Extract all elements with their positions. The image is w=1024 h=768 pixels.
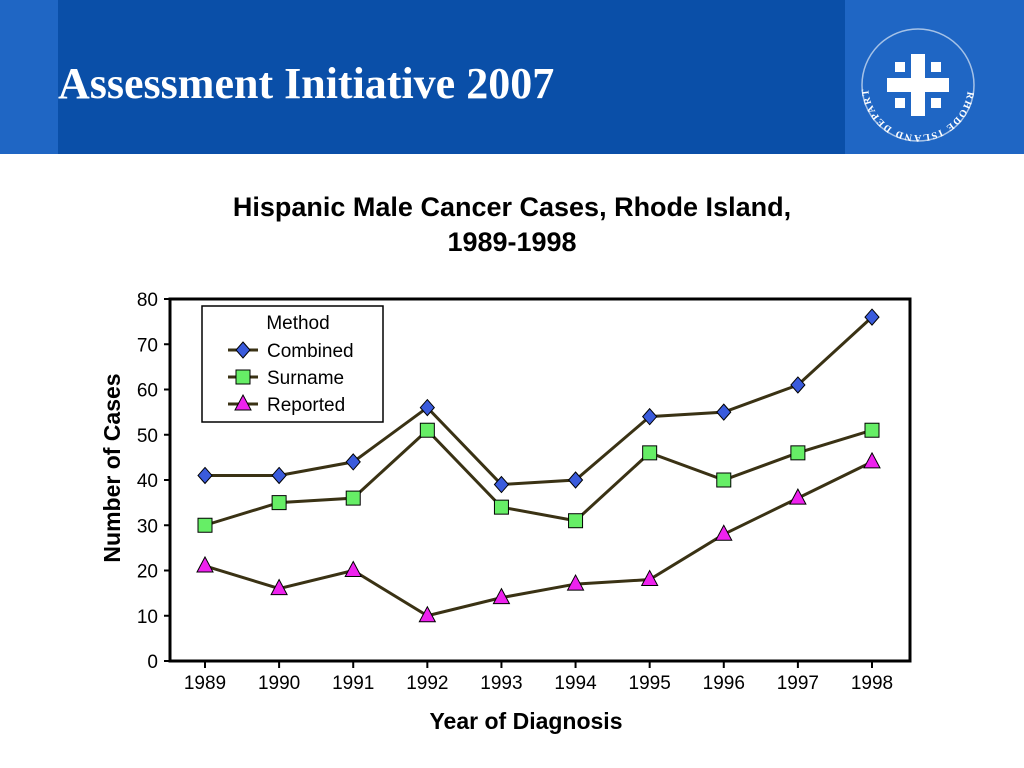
y-tick-label: 40 bbox=[137, 471, 158, 492]
chart-title-line-1: Hispanic Male Cancer Cases, Rhode Island… bbox=[232, 192, 792, 222]
point-reported bbox=[863, 451, 881, 469]
point-combined bbox=[716, 403, 732, 421]
series-line-combined bbox=[205, 315, 874, 487]
y-tick-label: 60 bbox=[137, 381, 158, 402]
point-reported bbox=[640, 569, 659, 587]
ri-health-cross-icon bbox=[887, 54, 949, 116]
point-combined bbox=[567, 471, 584, 489]
header-logo-panel bbox=[845, 0, 1024, 154]
header-left-strip bbox=[0, 0, 58, 154]
x-tick-label: 1998 bbox=[851, 673, 893, 694]
point-combined bbox=[419, 398, 435, 417]
series-line-surname bbox=[204, 428, 873, 527]
point-surname bbox=[716, 472, 732, 488]
legend-title: Method bbox=[266, 313, 329, 334]
legend-marker-combined bbox=[235, 341, 251, 359]
x-tick-label: 1990 bbox=[258, 673, 300, 694]
point-surname bbox=[493, 499, 509, 515]
point-surname bbox=[568, 513, 584, 529]
point-surname bbox=[271, 495, 287, 511]
chart-title: Hispanic Male Cancer Cases, Rhode Island… bbox=[0, 190, 1024, 260]
series-line-reported bbox=[204, 460, 873, 618]
y-tick-label: 20 bbox=[137, 562, 158, 583]
point-surname bbox=[864, 422, 880, 438]
point-combined bbox=[642, 407, 658, 426]
y-tick-label: 10 bbox=[137, 607, 158, 628]
point-surname bbox=[345, 490, 361, 506]
point-combined bbox=[197, 466, 213, 485]
x-tick-label: 1993 bbox=[480, 673, 522, 694]
y-tick-label: 70 bbox=[137, 335, 158, 356]
point-combined bbox=[493, 475, 510, 494]
header-bar: Assessment Initiative 2007 RHODE ISLAND … bbox=[0, 0, 1024, 154]
legend-marker-surname bbox=[235, 369, 251, 385]
point-reported bbox=[566, 574, 585, 591]
y-tick-label: 80 bbox=[137, 290, 158, 311]
point-surname bbox=[790, 445, 806, 461]
ri-health-logo: RHODE ISLAND DEPARTMENT OF HEALTH bbox=[853, 20, 975, 143]
point-surname bbox=[197, 517, 213, 533]
point-reported bbox=[344, 560, 363, 577]
y-tick-label: 50 bbox=[137, 426, 158, 447]
x-tick-label: 1994 bbox=[554, 673, 597, 694]
legend-marker-reported bbox=[234, 393, 252, 411]
point-combined bbox=[345, 453, 361, 471]
x-tick-label: 1996 bbox=[703, 673, 745, 694]
y-tick-label: 30 bbox=[137, 516, 158, 537]
point-reported bbox=[418, 605, 437, 623]
point-reported bbox=[196, 555, 214, 573]
point-combined bbox=[271, 466, 287, 485]
point-reported bbox=[492, 587, 511, 605]
chart-title-line-2: 1989-1998 bbox=[447, 227, 577, 257]
legend-label-reported: Reported bbox=[267, 395, 345, 416]
y-tick-label: 0 bbox=[147, 652, 158, 673]
point-combined bbox=[864, 308, 880, 326]
x-tick-label: 1992 bbox=[406, 673, 448, 694]
slide-title: Assessment Initiative 2007 bbox=[58, 59, 555, 108]
point-combined bbox=[790, 376, 806, 394]
x-tick-label: 1989 bbox=[184, 673, 226, 694]
legend-label-surname: Surname bbox=[267, 368, 344, 389]
point-surname bbox=[419, 422, 435, 438]
point-reported bbox=[270, 578, 288, 596]
point-reported bbox=[714, 524, 733, 541]
x-axis-title: Year of Diagnosis bbox=[429, 708, 622, 734]
legend-label-combined: Combined bbox=[267, 341, 354, 362]
y-axis-title: Number of Cases bbox=[99, 373, 125, 562]
x-tick-label: 1991 bbox=[332, 673, 374, 694]
x-tick-label: 1995 bbox=[629, 673, 671, 694]
point-surname bbox=[642, 445, 658, 461]
point-reported bbox=[789, 488, 807, 505]
x-tick-label: 1997 bbox=[777, 673, 819, 694]
